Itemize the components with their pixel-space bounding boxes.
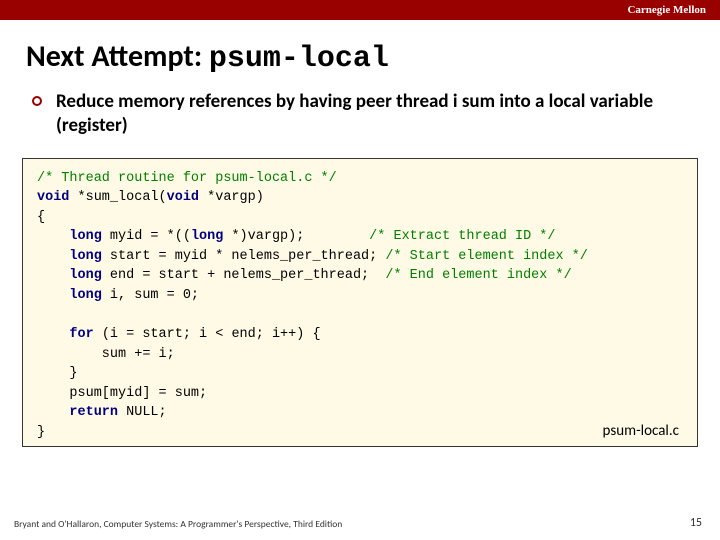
code-text: *vargp) [199, 190, 264, 205]
code-text: *sum_local( [69, 190, 166, 205]
code-kw: void [167, 190, 199, 205]
code-kw: long [69, 268, 101, 283]
code-text: psum[myid] = sum; [37, 386, 207, 401]
code-kw: for [69, 327, 93, 342]
org-name: Carnegie Mellon [627, 4, 706, 16]
code-text: (i = start; i < end; i++) { [94, 327, 321, 342]
code-kw: long [69, 229, 101, 244]
code-text [37, 249, 69, 264]
page-number: 15 [690, 516, 702, 530]
title-mono: psum-local [209, 42, 389, 76]
code-text: sum += i; [37, 347, 175, 362]
code-comment: /* Start element index */ [385, 249, 588, 264]
code-text [37, 405, 69, 420]
footer: Bryant and O'Hallaron, Computer Systems:… [14, 516, 702, 530]
bullet-marker-icon [32, 96, 42, 106]
code-text: } [37, 425, 45, 440]
code-kw: long [69, 249, 101, 264]
code-text [37, 288, 69, 303]
code-text: end = start + nelems_per_thread; [102, 268, 386, 283]
code-text: { [37, 210, 45, 225]
code-kw: void [37, 190, 69, 205]
bullet-item: Reduce memory references by having peer … [32, 90, 680, 138]
code-block: /* Thread routine for psum-local.c */ vo… [22, 158, 698, 448]
code-text [37, 327, 69, 342]
code-kw: return [69, 405, 118, 420]
code-comment: /* Extract thread ID */ [369, 229, 555, 244]
code-text: myid = *(( [102, 229, 191, 244]
code-kw: long [69, 288, 101, 303]
code-content: /* Thread routine for psum-local.c */ vo… [37, 169, 683, 443]
code-comment: /* Thread routine for psum-local.c */ [37, 171, 337, 186]
footer-text: Bryant and O'Hallaron, Computer Systems:… [14, 518, 342, 530]
code-text: i, sum = 0; [102, 288, 199, 303]
title-prefix: Next Attempt: [26, 38, 209, 75]
slide-title: Next Attempt: psum-local [26, 38, 694, 76]
header-bar: Carnegie Mellon [0, 0, 720, 20]
code-text [37, 268, 69, 283]
code-text: *)vargp); [223, 229, 369, 244]
code-text: } [37, 366, 78, 381]
filename-label: psum-local.c [603, 422, 679, 440]
code-text [37, 307, 45, 322]
bullet-text: Reduce memory references by having peer … [56, 90, 680, 138]
code-text: start = myid * nelems_per_thread; [102, 249, 386, 264]
code-kw: long [191, 229, 223, 244]
code-text [37, 229, 69, 244]
code-comment: /* End element index */ [385, 268, 571, 283]
code-text: NULL; [118, 405, 167, 420]
